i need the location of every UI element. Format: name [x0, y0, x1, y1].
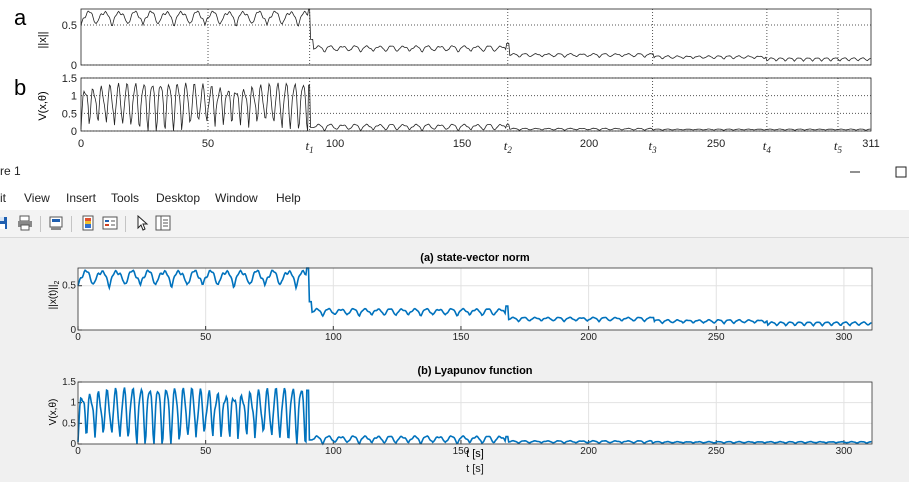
- plot-b-ytick-label: 1: [70, 398, 76, 409]
- ref-panel-b-ytick-label: 0.5: [62, 108, 77, 120]
- ref-panel-a-frame: [80, 8, 872, 66]
- plot-b-xlabel: t [s]: [466, 463, 484, 475]
- plot-a-title: (a) state-vector norm: [420, 252, 530, 264]
- maximize-icon: [895, 166, 907, 178]
- plot-b-axes: 0 50 100 150 200 250 300 0 0.5 1 1.5: [62, 377, 873, 457]
- menu-bar: it View Insert Tools Desktop Window Help: [0, 186, 909, 210]
- figure-window: re 1 it View Insert Tools Desktop Window…: [0, 157, 909, 482]
- ref-xtick-label: 100: [326, 138, 344, 150]
- ref-panel-a-series-line: [80, 8, 871, 62]
- plot-b-plot-background: [78, 382, 872, 444]
- plot-a-ytick-label: 0.5: [62, 281, 76, 292]
- menu-view[interactable]: View: [24, 191, 50, 205]
- minimize-button[interactable]: [832, 157, 878, 186]
- panel-b-ylabel: V(x,θ): [37, 91, 49, 120]
- property-inspector-icon: [155, 215, 171, 231]
- plot-a-xtick-label: 50: [200, 332, 212, 343]
- menu-window[interactable]: Window: [215, 191, 258, 205]
- window-title: re 1: [0, 164, 21, 178]
- plot-a-xtick-label: 150: [453, 332, 470, 343]
- toolbar-separator: [125, 216, 126, 232]
- figure-canvas: (a) state-vector norm t [s] (b) Lyapunov…: [48, 252, 873, 475]
- legend-icon: [102, 216, 118, 230]
- toolbar-separator: [40, 216, 41, 232]
- plot-a-axes-frame: [77, 267, 873, 331]
- menu-insert[interactable]: Insert: [66, 191, 97, 205]
- print-preview-icon: [49, 216, 63, 230]
- print-preview-button[interactable]: [48, 215, 64, 231]
- ref-panel-b-ytick-label: 1.5: [62, 73, 77, 85]
- plot-b-axes-frame: [77, 381, 873, 445]
- menu-tools[interactable]: Tools: [111, 191, 140, 205]
- pointer-button[interactable]: [134, 214, 150, 231]
- toolbar-separator: [71, 216, 72, 232]
- plot-b-xtick-label: 200: [580, 446, 597, 457]
- plot-a-axes: 0 50 100 150 200 250 300 0 0.5: [62, 267, 873, 343]
- plot-a-ylabel-main: ||x(t)||: [48, 285, 59, 310]
- ref-event-label: t2: [504, 138, 513, 155]
- ref-panel-b-series-line: [80, 82, 871, 132]
- ref-event-label: t4: [763, 138, 772, 155]
- reference-figure: a b ||x|| V(x,θ) 0.5 0 1.5 1 0.5 0 0 50 100 150 20…: [0, 0, 909, 157]
- plot-a-ylabel: ||x(t)||2: [48, 281, 61, 310]
- plot-b-xtick-label: 0: [75, 446, 81, 457]
- panel-b-letter: b: [14, 75, 26, 100]
- ref-panel-b-ytick-label: 1: [71, 91, 77, 103]
- plot-a-xtick-label: 200: [580, 332, 597, 343]
- panel-a-letter: a: [14, 5, 27, 30]
- plot-b-xtick-label: 100: [325, 446, 342, 457]
- save-button[interactable]: [0, 215, 10, 231]
- plot-b-ytick-label: 1.5: [62, 377, 76, 388]
- ref-event-label: t3: [648, 138, 657, 155]
- property-inspector-button[interactable]: [155, 215, 171, 231]
- plot-a-ylabel-sub: 2: [54, 281, 61, 285]
- pointer-icon: [137, 214, 149, 231]
- ref-xtick-label: 200: [580, 138, 598, 150]
- ref-event-label: t5: [834, 138, 843, 155]
- plot-b-ylabel: V(x,θ): [48, 399, 59, 426]
- ref-panel-b-ytick-label: 0: [71, 126, 77, 138]
- reference-plot-canvas: a b ||x|| V(x,θ) 0.501.510.500 50 100 150 20…: [14, 5, 880, 155]
- colorbar-button[interactable]: [80, 215, 96, 231]
- print-button[interactable]: [17, 215, 33, 231]
- print-icon: [18, 215, 32, 231]
- ref-xtick-label: 311: [862, 138, 880, 150]
- plot-b-xtick-label: 250: [708, 446, 725, 457]
- plot-a-ytick-label: 0: [70, 325, 76, 336]
- plot-b-xtick-label: 300: [836, 446, 853, 457]
- ref-panel-a-ytick-label: 0.5: [62, 20, 77, 32]
- legend-button[interactable]: [102, 215, 118, 231]
- plot-b-xtick-label: 150: [453, 446, 470, 457]
- plot-b-ytick-label: 0.5: [62, 418, 76, 429]
- ref-xtick-label: 150: [453, 138, 471, 150]
- plot-a-xtick-label: 250: [708, 332, 725, 343]
- ref-xtick-label: 0: [78, 138, 84, 150]
- ref-event-label: t1: [306, 138, 314, 155]
- toolbar: [0, 210, 909, 238]
- save-icon: [0, 217, 7, 229]
- ref-panel-a-ytick-label: 0: [71, 60, 77, 72]
- plot-b-series-line: [77, 386, 872, 446]
- menu-desktop[interactable]: Desktop: [156, 191, 201, 205]
- plot-a-xlabel: t [s]: [466, 448, 484, 460]
- panel-a-ylabel: ||x||: [37, 32, 49, 49]
- plot-a-xtick-label: 300: [836, 332, 853, 343]
- ref-xtick-label: 250: [707, 138, 725, 150]
- plot-a-series-line: [77, 267, 872, 327]
- ref-panel-b-frame: [80, 77, 872, 132]
- plot-a-xtick-label: 100: [325, 332, 342, 343]
- colorbar-icon: [82, 215, 94, 231]
- title-bar: re 1: [0, 157, 909, 186]
- plot-b-title: (b) Lyapunov function: [417, 365, 532, 377]
- plot-b-ytick-label: 0: [70, 439, 76, 450]
- menu-edit[interactable]: it: [0, 191, 6, 205]
- plot-a-xtick-label: 0: [75, 332, 81, 343]
- figure-area: (a) state-vector norm t [s] (b) Lyapunov…: [0, 238, 909, 482]
- maximize-button[interactable]: [878, 157, 909, 186]
- ref-xtick-label: 50: [202, 138, 214, 150]
- plot-b-xtick-label: 50: [200, 446, 212, 457]
- menu-help[interactable]: Help: [276, 191, 301, 205]
